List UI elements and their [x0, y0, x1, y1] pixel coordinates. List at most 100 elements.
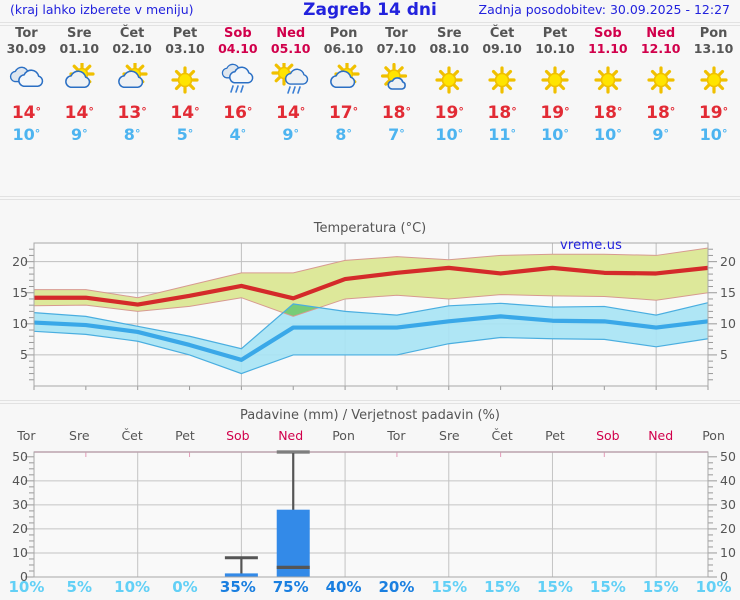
day-column[interactable]: Ned 05.10 14° 9° [264, 26, 317, 145]
day-column[interactable]: Pet 03.10 14° 5° [159, 26, 212, 145]
min-temperature-value: 11 [488, 125, 511, 144]
day-column[interactable]: Pet 10.10 19° 10° [529, 26, 582, 145]
day-column[interactable]: Ned 12.10 18° 9° [634, 26, 687, 145]
degree-symbol: ° [240, 127, 247, 140]
degree-symbol: ° [346, 127, 352, 140]
sunny-icon [687, 60, 740, 100]
day-of-week: Pet [542, 26, 568, 41]
temperature-axis-tick-label: 5 [20, 346, 28, 362]
sun-small-cloud-icon [370, 60, 423, 100]
degree-symbol: ° [510, 127, 517, 140]
degree-symbol: ° [722, 105, 729, 118]
header-divider-2 [0, 25, 740, 26]
strip-divider-2 [0, 199, 740, 200]
day-column[interactable]: Pon 13.10 19° 10° [687, 26, 740, 145]
max-temperature: 19° [529, 102, 582, 124]
day-column[interactable]: Tor 07.10 18° 7° [370, 26, 423, 145]
max-temperature-value: 18 [381, 103, 406, 123]
precipitation-axis-tick-label: 20 [720, 520, 736, 536]
day-date: 09.10 [482, 41, 522, 56]
degree-symbol: ° [34, 127, 41, 140]
min-temperature-value: 5 [176, 125, 188, 144]
min-temperature: 5° [159, 124, 212, 145]
min-temperature: 9° [634, 124, 687, 145]
precipitation-axis-tick-label: 40 [12, 472, 28, 488]
max-temperature-value: 13 [117, 103, 142, 123]
page-title: Zagreb 14 dni [303, 0, 437, 20]
precipitation-axis-tick-label: 10 [720, 544, 736, 560]
temperature-chart [25, 242, 717, 390]
header-divider [0, 22, 740, 23]
max-temperature: 18° [634, 102, 687, 124]
max-band-lower-edge [33, 292, 709, 317]
max-temperature: 18° [581, 102, 634, 124]
day-date: 05.10 [270, 41, 311, 56]
max-temperature-value: 18 [593, 103, 617, 123]
precipitation-day-label: Sob [596, 428, 620, 443]
max-temperature-value: 14 [11, 103, 36, 123]
precipitation-bar[interactable] [276, 509, 310, 577]
precipitation-day-label: Čet [121, 428, 143, 443]
min-temperature: 8° [317, 124, 370, 145]
day-column[interactable]: Sob 04.10 16° 4° [211, 26, 264, 145]
day-column[interactable]: Pon 06.10 17° 8° [317, 26, 370, 145]
daily-forecast-strip: Tor 30.09 14° 10° Sre 01.10 14° 9° Čet 02.10 13… [0, 26, 740, 166]
precipitation-axis-tick-label: 10 [12, 544, 28, 560]
temperature-axis-tick-label: 15 [12, 284, 28, 300]
day-column[interactable]: Sre 01.10 14° 9° [53, 26, 106, 145]
day-of-week: Sre [66, 26, 92, 41]
min-band-lower-edge [33, 330, 709, 375]
temperature-chart-title: Temperatura (°C) [313, 221, 427, 236]
max-temperature: 19° [687, 102, 740, 124]
day-date: 03.10 [165, 41, 205, 56]
degree-symbol: ° [35, 105, 42, 118]
sunny-icon [581, 60, 634, 100]
precipitation-axis-tick-label: 30 [12, 496, 28, 512]
partly-sunny-icon [53, 60, 106, 100]
day-date: 13.10 [693, 41, 734, 56]
degree-symbol: ° [194, 105, 200, 118]
day-of-week: Tor [385, 26, 408, 41]
precipitation-day-label: Čet [491, 428, 513, 443]
max-temperature: 14° [0, 102, 53, 124]
min-temperature: 10° [0, 124, 53, 145]
day-column[interactable]: Sre 08.10 19° 10° [423, 26, 476, 145]
degree-symbol: ° [616, 127, 622, 140]
precipitation-day-label: Tor [387, 428, 406, 443]
min-temperature-value: 9 [70, 125, 83, 144]
degree-symbol: ° [293, 127, 300, 140]
sunny-icon [159, 60, 212, 100]
location-menu-note: (kraj lahko izberete v meniju) [10, 2, 194, 17]
day-column[interactable]: Tor 30.09 14° 10° [0, 26, 53, 145]
precipitation-day-label: Pet [175, 428, 195, 443]
min-temperature-value: 8 [335, 125, 347, 144]
precipitation-axis-tick-label: 0 [20, 569, 28, 584]
degree-symbol: ° [88, 105, 94, 118]
precipitation-plot-frame [33, 451, 709, 578]
day-column[interactable]: Čet 02.10 13° 8° [106, 26, 159, 145]
degree-symbol: ° [663, 127, 670, 140]
temperature-axis-tick-label: 20 [720, 253, 736, 269]
day-column[interactable]: Čet 09.10 18° 11° [476, 26, 529, 145]
precipitation-probability: 0% [172, 578, 198, 596]
strip-divider [0, 196, 740, 197]
precipitation-day-label: Tor [17, 428, 36, 443]
min-temperature: 4° [211, 124, 264, 145]
min-temperature-value: 7 [388, 125, 400, 144]
max-temperature: 14° [264, 102, 317, 124]
last-update-text: Zadnja posodobitev: 30.09.2025 - 12:27 [478, 2, 730, 17]
day-column[interactable]: Sob 11.10 18° 10° [581, 26, 634, 145]
degree-symbol: ° [134, 127, 141, 140]
precipitation-day-label: Ned [648, 428, 674, 443]
day-date: 02.10 [112, 41, 152, 56]
sunny-icon [476, 60, 529, 100]
temperature-plot-frame [33, 242, 709, 387]
precipitation-axis-tick-label: 30 [720, 496, 736, 512]
max-temperature-value: 18 [646, 103, 670, 123]
day-of-week: Ned [646, 26, 676, 41]
degree-symbol: ° [564, 105, 570, 118]
precipitation-day-label: Sre [439, 428, 460, 443]
precipitation-bar[interactable] [224, 573, 258, 577]
cloudy-icon [0, 60, 53, 100]
